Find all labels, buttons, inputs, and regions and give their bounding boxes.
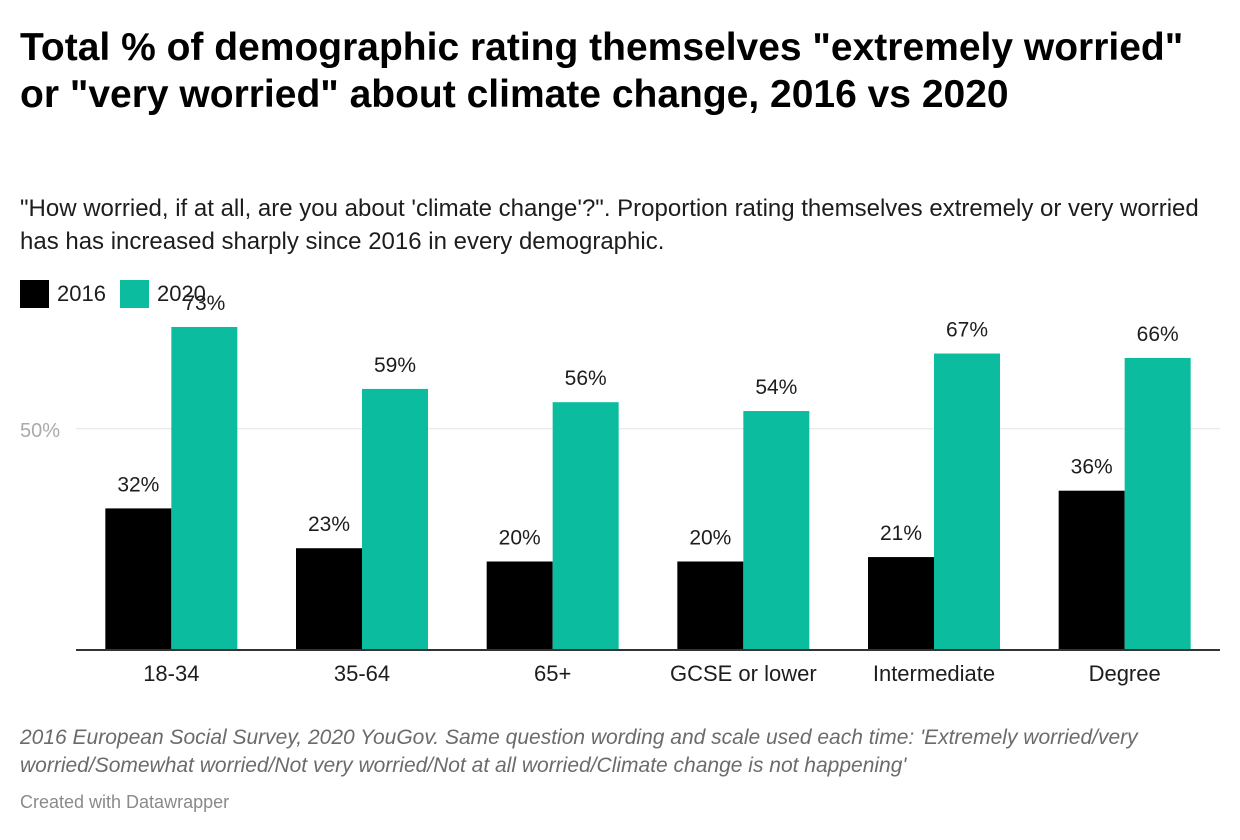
x-tick-label: GCSE or lower	[670, 661, 817, 686]
data-label: 66%	[1137, 323, 1179, 346]
bar-2016	[486, 561, 553, 650]
x-tick-label: Intermediate	[873, 661, 995, 686]
y-tick-label: 50%	[20, 420, 60, 442]
x-tick-label: Degree	[1089, 661, 1161, 686]
bar-2020	[743, 411, 810, 650]
data-label: 32%	[117, 473, 159, 496]
chart-subtitle: "How worried, if at all, are you about '…	[20, 195, 1199, 255]
bar-2016	[296, 548, 362, 650]
chart-notes: 2016 European Social Survey, 2020 YouGov…	[20, 726, 1138, 777]
legend-swatch-2016	[20, 280, 49, 308]
legend-item-2020: 2020	[119, 280, 206, 308]
chart-title: Total % of demographic rating themselves…	[20, 26, 1184, 116]
legend-swatch-2020	[119, 280, 149, 308]
legend-item-2016: 2016	[20, 280, 106, 308]
data-label: 20%	[689, 527, 731, 550]
credit-link[interactable]: Created with Datawrapper	[20, 792, 230, 812]
data-label: 54%	[755, 376, 797, 399]
bar-2016	[1058, 490, 1125, 650]
legend: 2016 2020	[20, 280, 220, 308]
bar-2020	[1124, 357, 1191, 650]
data-label: 56%	[565, 367, 607, 390]
data-label: 59%	[374, 354, 416, 377]
x-tick-label: 35-64	[334, 661, 390, 686]
data-label: 20%	[499, 527, 541, 550]
data-label: 73%	[183, 292, 225, 315]
legend-label-2016: 2016	[57, 281, 106, 306]
bar-2016	[868, 557, 934, 650]
data-label: 21%	[880, 522, 922, 545]
bar-2016	[105, 508, 172, 650]
x-tick-label: 18-34	[143, 661, 199, 686]
bar-2020	[171, 326, 238, 650]
data-label: 67%	[946, 319, 988, 342]
bar-2020	[362, 388, 428, 650]
data-label: 23%	[308, 513, 350, 536]
x-tick-label: 65+	[534, 661, 571, 686]
bar-2020	[552, 402, 619, 650]
bar-2016	[677, 561, 744, 650]
legend-label-2020: 2020	[156, 281, 206, 306]
bar-2020	[934, 353, 1000, 650]
bar-chart: 50% 32% 73% 18-34 23% 59% 35-64 20% 56% 65+ 20% 54%…	[20, 292, 1220, 686]
data-label: 36%	[1071, 456, 1113, 479]
